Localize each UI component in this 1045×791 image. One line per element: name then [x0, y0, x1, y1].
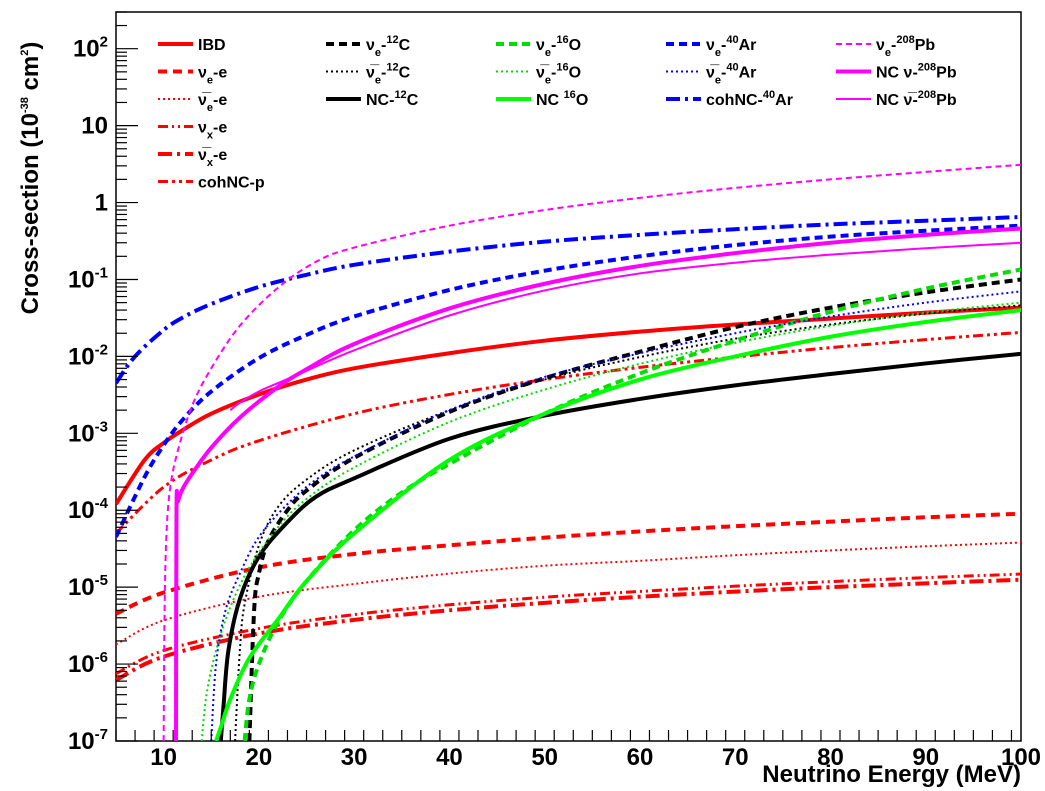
x-tick-label: 40 [436, 744, 463, 771]
y-tick-label: 10-2 [68, 341, 108, 370]
series-line-ibd [116, 305, 1021, 506]
y-tick-label: 10-3 [68, 418, 108, 447]
y-tick-label: 10-1 [68, 264, 108, 293]
series-line-nuxbar-e [116, 577, 1021, 682]
legend-label-nue-40ar: νe-40Ar [706, 34, 756, 59]
legend-label-nue-e: νe-e [198, 65, 227, 87]
legend-label-ibd: IBD [198, 37, 226, 54]
series-curves [116, 163, 1021, 741]
x-tick-label: 10 [150, 744, 177, 771]
x-axis-ticks: 10 20 30 40 50 60 70 80 90 100 [115, 730, 1041, 771]
series-line-nuebar-40ar [210, 290, 1021, 741]
series-line-nc-nu-208pb [174, 226, 1021, 741]
series-line-cohnc-40ar [116, 214, 1021, 385]
y-tick-label: 1 [95, 190, 108, 217]
series-line-nuebar-16o [200, 301, 1021, 741]
x-tick-label: 70 [722, 744, 749, 771]
x-tick-label: 60 [627, 744, 654, 771]
legend-label-nuebar-e: ν̅e-e [198, 91, 227, 114]
legend-label-cohnc-40ar: cohNC-40Ar [706, 89, 793, 109]
series-line-nue-16o [242, 267, 1021, 741]
legend-label-nue-12c: νe-12C [366, 34, 411, 59]
x-tick-label: 20 [246, 744, 273, 771]
y-tick-label: 10-7 [68, 726, 108, 755]
y-tick-label: 10-4 [68, 495, 109, 524]
legend-label-nc-12c: NC-12C [366, 89, 419, 109]
series-line-nc-nubar-208pb [229, 241, 1021, 411]
x-tick-label: 30 [341, 744, 368, 771]
series-line-nue-e [116, 511, 1021, 616]
y-tick-label: 102 [73, 34, 108, 63]
legend-label-nc-16o: NC 16O [536, 89, 588, 109]
series-line-nux-e [116, 572, 1021, 676]
series-line-cohnc-p [116, 330, 1021, 535]
x-tick-label: 100 [1001, 744, 1041, 771]
y-tick-label: 10 [81, 113, 108, 140]
legend: IBD νe-e ν̅e-e νx-e ν̅x-e cohNC-p νe-12C ν̅e-12… [158, 34, 957, 192]
y-axis-title: Cross-section (10-38 cm2) [17, 42, 44, 315]
x-tick-label: 50 [531, 744, 558, 771]
series-line-nc-16o [214, 308, 1021, 741]
legend-label-nuebar-16o: ν̅e-16O [536, 62, 581, 87]
legend-label-nuxbar-e: ν̅x-e [198, 146, 227, 169]
legend-label-nc-nubar-208pb: NC ν̅-208Pb [876, 89, 957, 109]
plot-frame [115, 11, 1022, 742]
legend-label-nuebar-40ar: ν̅e-40Ar [706, 62, 756, 87]
y-axis-ticks: 10-7 10-6 10-5 10-4 10-3 10-2 10-1 1 10 102 [68, 11, 138, 755]
series-line-nc-12c [218, 351, 1021, 741]
legend-label-nux-e: νx-e [198, 120, 227, 142]
legend-label-nuebar-12c: ν̅e-12C [366, 62, 411, 87]
y-tick-label: 10-6 [68, 649, 108, 678]
y-tick-label: 10-5 [68, 572, 108, 601]
x-axis-title: Neutrino Energy (MeV) [762, 761, 1021, 788]
series-line-nue-40ar [116, 223, 1021, 538]
series-line-nue-12c [247, 277, 1021, 741]
legend-label-nue-208pb: νe-208Pb [876, 34, 935, 59]
x-tick-label: 80 [817, 744, 844, 771]
series-line-nue-208pb [162, 163, 1021, 741]
series-line-nuebar-12c [234, 304, 1021, 741]
legend-label-cohnc-p: cohNC-p [198, 175, 265, 192]
x-tick-label: 90 [912, 744, 939, 771]
legend-label-nc-nu-208pb: NC ν-208Pb [876, 62, 957, 82]
legend-label-nue-16o: νe-16O [536, 34, 581, 59]
